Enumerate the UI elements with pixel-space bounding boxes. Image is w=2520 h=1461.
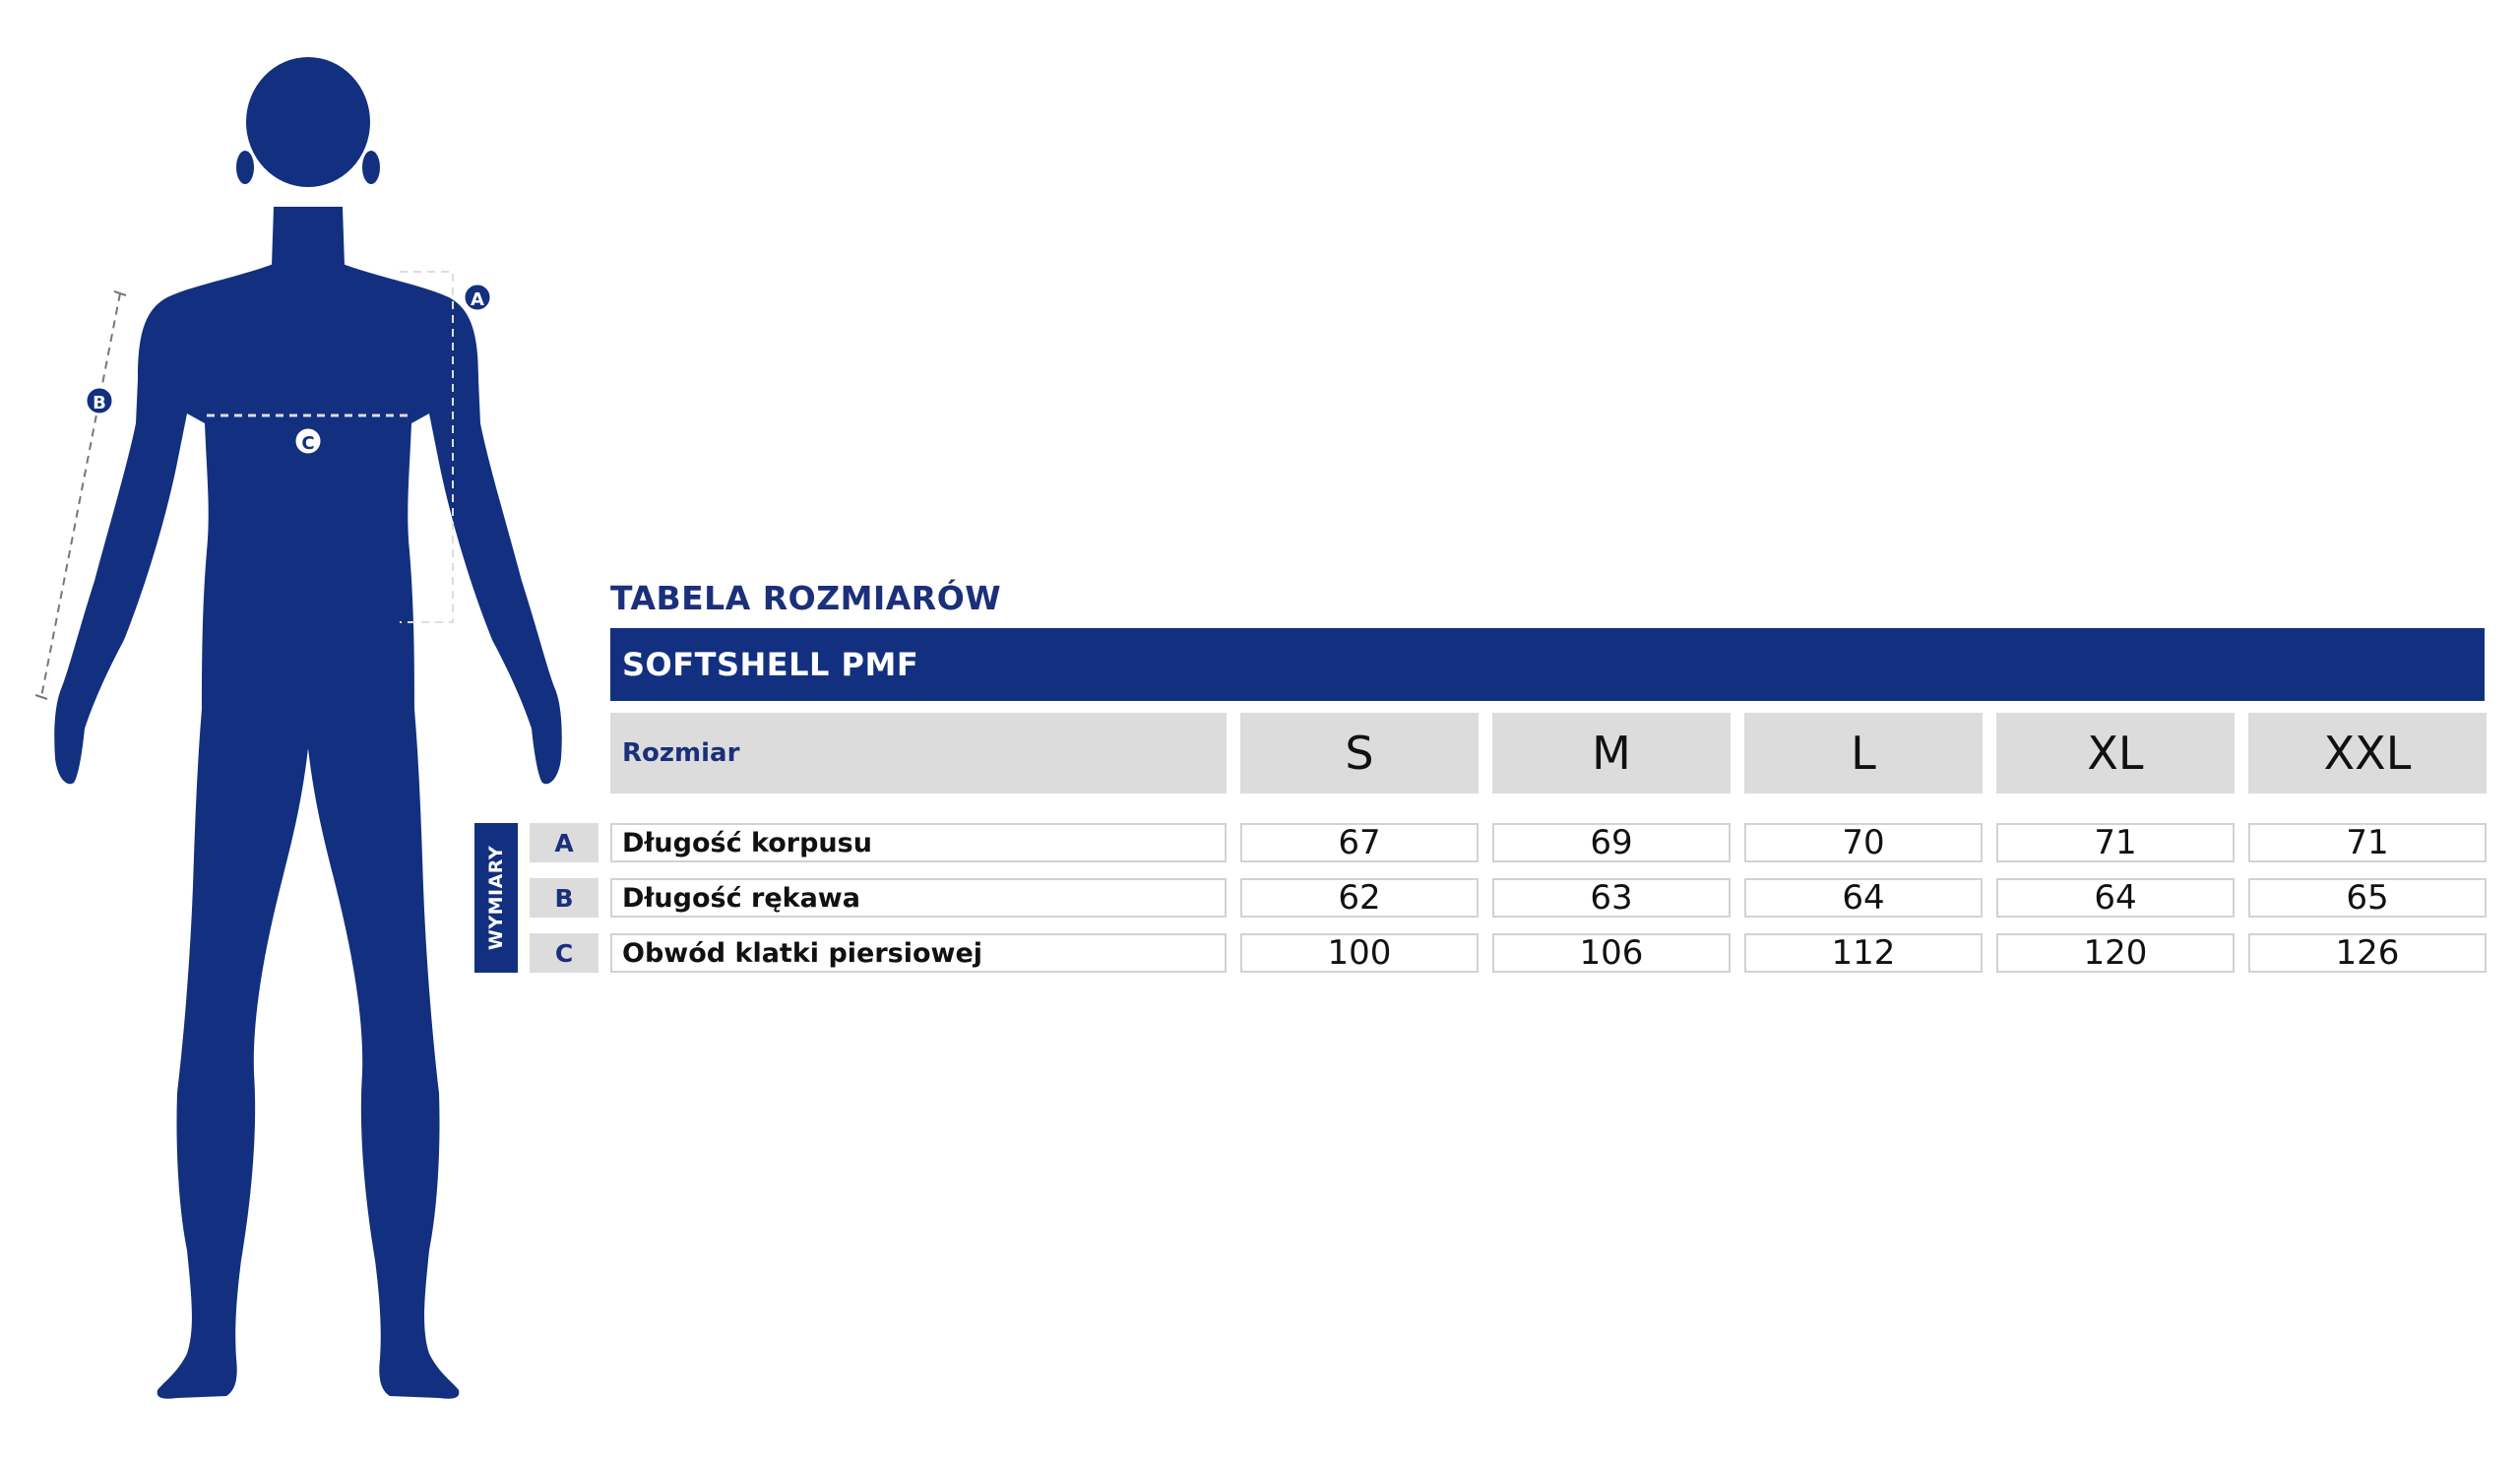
row-value: 63 xyxy=(1492,878,1731,918)
marker-b: B xyxy=(84,385,115,416)
table-row: C Obwód klatki piersiowej 100 106 112 12… xyxy=(0,933,2520,973)
row-letter: C xyxy=(530,933,598,973)
row-value: 64 xyxy=(1996,878,2235,918)
product-name-bar: SOFTSHELL PMF xyxy=(610,628,2485,701)
table-row: A Długość korpusu 67 69 70 71 71 xyxy=(0,823,2520,862)
row-letter: B xyxy=(530,878,598,918)
row-letter: A xyxy=(530,823,598,862)
row-value: 106 xyxy=(1492,933,1731,973)
table-row: B Długość rękawa 62 63 64 64 65 xyxy=(0,878,2520,918)
marker-c-label: C xyxy=(301,433,314,454)
body-silhouette xyxy=(54,57,562,1399)
row-name: Obwód klatki piersiowej xyxy=(610,933,1227,973)
marker-a-label: A xyxy=(471,289,484,310)
row-value: 64 xyxy=(1744,878,1983,918)
row-name: Długość rękawa xyxy=(610,878,1227,918)
size-header-s: S xyxy=(1240,713,1479,794)
size-header-label: Rozmiar xyxy=(610,713,1227,794)
size-header-m: M xyxy=(1492,713,1731,794)
marker-b-label: B xyxy=(93,393,106,413)
body-silhouette-figure: A B C xyxy=(34,57,562,1399)
measurements-side-label: WYMIARY xyxy=(474,823,518,973)
table-title: TABELA ROZMIARÓW xyxy=(610,579,1002,617)
row-value: 62 xyxy=(1240,878,1479,918)
measurement-guides xyxy=(400,271,454,623)
marker-c: C xyxy=(292,425,324,457)
size-header-l: L xyxy=(1744,713,1983,794)
row-value: 126 xyxy=(2248,933,2487,973)
row-value: 71 xyxy=(2248,823,2487,862)
row-value: 67 xyxy=(1240,823,1479,862)
row-value: 120 xyxy=(1996,933,2235,973)
row-value: 112 xyxy=(1744,933,1983,973)
row-value: 65 xyxy=(2248,878,2487,918)
row-name: Długość korpusu xyxy=(610,823,1227,862)
row-value: 70 xyxy=(1744,823,1983,862)
size-header-xxl: XXL xyxy=(2248,713,2487,794)
row-value: 69 xyxy=(1492,823,1731,862)
size-header-xl: XL xyxy=(1996,713,2235,794)
row-value: 100 xyxy=(1240,933,1479,973)
row-value: 71 xyxy=(1996,823,2235,862)
marker-a: A xyxy=(462,282,493,313)
